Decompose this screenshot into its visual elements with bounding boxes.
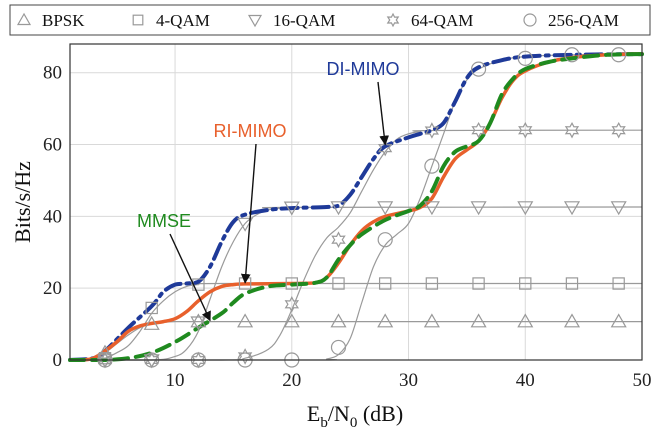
64-qam-curve <box>70 129 643 361</box>
256-qam-marker <box>611 47 627 63</box>
plot-frame <box>69 43 643 361</box>
legend-box <box>9 4 651 36</box>
legend-256-qam-marker <box>523 13 537 27</box>
legend-64-qam-marker <box>386 12 400 28</box>
annotations: DI-MIMO RI-MIMO MMSE <box>137 59 400 322</box>
bpsk-marker <box>143 315 160 330</box>
x-axis-title-e: E <box>307 401 320 426</box>
bpsk-marker <box>563 313 581 328</box>
x-axis-title-sub-0: 0 <box>350 415 358 431</box>
legend-4-qam-label: 4-QAM <box>156 11 210 30</box>
256-qam-marker <box>517 50 533 66</box>
16-qam-marker <box>563 201 581 216</box>
x-axis-title-unit: (dB) <box>357 401 403 426</box>
bpsk-marker <box>517 313 534 328</box>
bpsk-marker <box>377 313 394 328</box>
di-mimo-arrow <box>377 81 390 146</box>
4-qam-marker <box>519 277 532 290</box>
ri-mimo-arrow <box>240 143 257 284</box>
64-qam-marker <box>424 122 440 139</box>
mmse-arrow <box>169 233 211 322</box>
16-qam-marker <box>470 201 487 216</box>
4-qam-marker <box>332 277 345 290</box>
16-qam-marker <box>283 201 300 216</box>
16-qam-marker <box>377 201 394 216</box>
legend-4-qam-marker <box>132 14 144 26</box>
256-qam-marker <box>330 339 347 356</box>
y-tick-label: 80 <box>43 63 62 84</box>
y-tick-label: 0 <box>53 350 63 371</box>
16-qam-marker <box>190 316 207 331</box>
64-qam-marker <box>471 121 486 139</box>
legend-256-qam-label: 256-QAM <box>548 11 619 30</box>
16-qam-marker <box>423 201 440 216</box>
bpsk-marker <box>283 313 300 328</box>
legend-bpsk-marker <box>16 12 32 26</box>
bpsk-marker <box>423 313 440 328</box>
legend-bpsk-label: BPSK <box>42 11 85 30</box>
tick-labels: 10 20 30 40 50 0 20 40 60 80 <box>43 63 652 391</box>
y-tick-label: 20 <box>43 278 62 299</box>
256-qam-marker <box>377 232 393 248</box>
bpsk-marker <box>96 344 114 359</box>
16-qam-marker <box>330 201 347 216</box>
x-tick-label: 10 <box>166 370 185 391</box>
64-qam-marker <box>284 295 300 313</box>
4-qam-marker <box>612 277 625 290</box>
256-qam-marker <box>564 47 580 63</box>
64-qam-marker <box>564 121 580 139</box>
bpsk-marker <box>190 313 207 328</box>
markers <box>96 47 627 369</box>
x-tick-label: 40 <box>516 370 535 391</box>
y-tick-label: 40 <box>43 206 62 227</box>
256-qam-marker <box>424 158 440 174</box>
x-axis-title-slash: /N <box>328 401 350 426</box>
legend-16-qam-label: 16-QAM <box>273 11 335 30</box>
bpsk-marker <box>237 313 254 328</box>
legend-16-qam-marker <box>247 14 263 28</box>
4-qam-marker <box>472 277 485 290</box>
mmse-curve <box>68 52 644 362</box>
x-tick-label: 50 <box>633 370 652 391</box>
4-qam-marker <box>425 277 439 290</box>
di-mimo-annotation: DI-MIMO <box>327 59 400 79</box>
x-tick-label: 30 <box>399 370 418 391</box>
legend: BPSK 4-QAM 16-QAM 64-QAM 256-QAM <box>16 11 619 30</box>
64-qam-marker <box>377 139 393 157</box>
64-qam-marker <box>237 348 253 365</box>
16-qam-marker <box>237 217 254 232</box>
legend-64-qam-label: 64-QAM <box>411 11 473 30</box>
y-tick-label: 60 <box>43 135 62 156</box>
mmse-annotation: MMSE <box>137 211 191 231</box>
x-tick-label: 20 <box>282 370 301 391</box>
ri-mimo-annotation: RI-MIMO <box>214 121 287 141</box>
64-qam-marker <box>331 231 346 249</box>
bpsk-marker <box>470 313 487 328</box>
x-axis-title: Eb/N0 (dB) <box>307 401 403 431</box>
4-qam-marker <box>285 277 298 290</box>
256-qam-marker <box>470 61 487 77</box>
64-qam-marker <box>518 121 533 139</box>
4-qam-marker <box>565 277 579 290</box>
4-qam-marker <box>145 301 158 315</box>
x-axis-title-sub-b: b <box>320 415 328 431</box>
y-axis-title: Bits/s/Hz <box>10 161 35 243</box>
bpsk-marker <box>330 313 347 328</box>
16-qam-marker <box>517 201 534 216</box>
16-qam-curve <box>70 206 643 361</box>
16-qam-marker <box>96 354 114 369</box>
4-qam-marker <box>378 277 392 290</box>
bpsk-marker <box>610 313 627 328</box>
16-qam-marker <box>610 201 627 216</box>
64-qam-marker <box>611 121 626 139</box>
16-qam-marker <box>143 354 160 369</box>
